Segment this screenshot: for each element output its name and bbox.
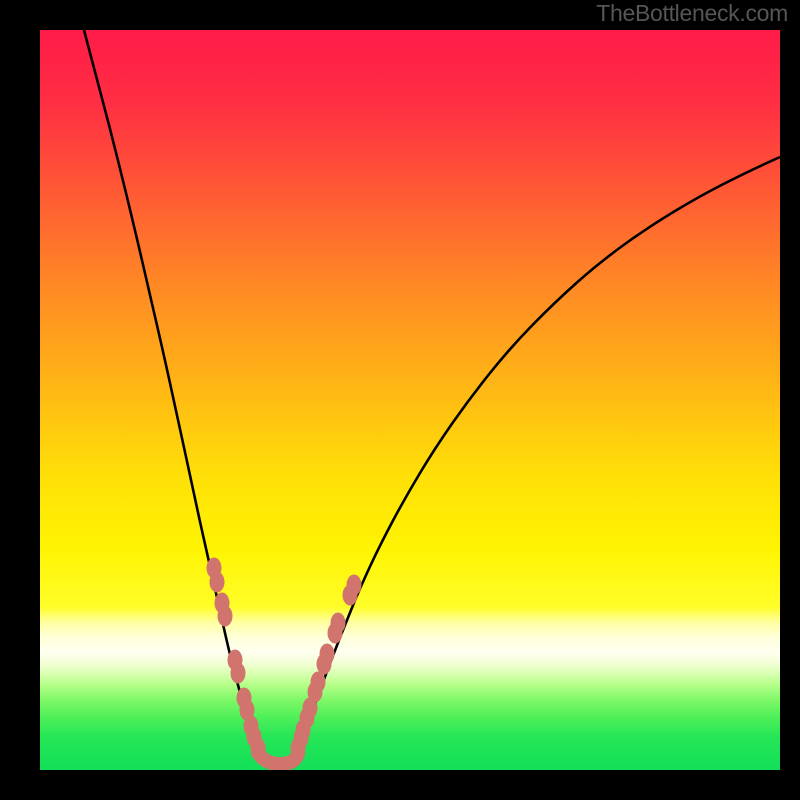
data-marker — [218, 606, 233, 627]
data-marker — [331, 613, 346, 634]
gradient-background — [40, 30, 780, 770]
plot-svg — [40, 30, 780, 770]
data-marker — [320, 644, 335, 665]
data-marker — [210, 572, 225, 593]
attribution-text: TheBottleneck.com — [596, 0, 788, 27]
data-marker — [251, 738, 266, 759]
data-marker — [231, 663, 246, 684]
data-marker — [311, 672, 326, 693]
plot-area — [40, 30, 780, 770]
data-marker — [347, 575, 362, 596]
